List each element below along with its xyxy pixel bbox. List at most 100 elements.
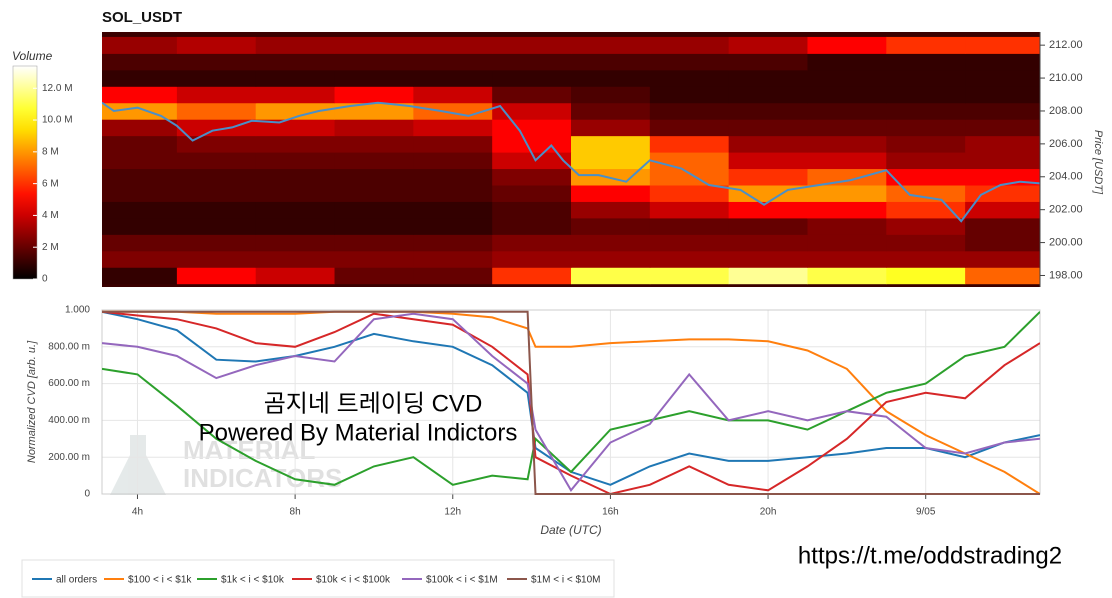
- heatmap-cell: [728, 119, 808, 137]
- heatmap-cell: [102, 119, 178, 137]
- colorbar-tick-label: 2 M: [42, 242, 59, 253]
- heatmap-cell: [413, 185, 493, 202]
- heatmap-cell: [649, 53, 730, 71]
- colorbar-tick-label: 10.0 M: [42, 115, 73, 126]
- heatmap-cell: [965, 135, 1040, 153]
- heatmap-cell: [571, 152, 651, 170]
- heatmap-cell: [413, 152, 493, 170]
- heatmap-cell: [965, 36, 1040, 54]
- price-line: [102, 101, 1040, 223]
- heatmap-cell: [807, 185, 887, 202]
- heatmap-cell: [571, 250, 651, 268]
- heatmap-cell: [334, 102, 414, 120]
- watermark-icon: [110, 435, 166, 495]
- heatmap-cell: [176, 53, 257, 71]
- heatmap-cell: [413, 250, 493, 268]
- y-tick-label: 400.00 m: [48, 415, 90, 426]
- heatmap-cell: [176, 36, 257, 54]
- heatmap-cell: [255, 69, 336, 87]
- y-tick-label: 1.000: [65, 305, 90, 316]
- heatmap-cell: [649, 217, 730, 235]
- x-tick-label: 16h: [602, 507, 619, 518]
- heatmap-cell: [255, 152, 336, 170]
- heatmap-cell: [334, 152, 414, 170]
- heatmap-cell: [492, 102, 572, 120]
- heatmap-cell: [492, 135, 572, 153]
- heatmap-cell: [965, 234, 1040, 252]
- heatmap-cell: [255, 250, 336, 268]
- heatmap-cell: [255, 168, 336, 186]
- heatmap-cell: [886, 135, 966, 153]
- heatmap-cell: [965, 102, 1040, 120]
- legend-label: $10k < i < $100k: [316, 575, 391, 586]
- heatmap-cell: [886, 250, 966, 268]
- heatmap-cell: [649, 86, 730, 104]
- heatmap-cell: [571, 86, 651, 104]
- heatmap-cell: [807, 234, 887, 252]
- heatmap-cell: [255, 234, 336, 252]
- colorbar: [12, 65, 38, 280]
- heatmap-cell: [102, 135, 178, 153]
- heatmap-cell: [886, 267, 966, 285]
- heatmap-cell: [255, 119, 336, 137]
- heatmap-cell: [649, 250, 730, 268]
- heatmap-cell: [334, 53, 414, 71]
- heatmap-cell: [807, 86, 887, 104]
- heatmap-cell: [965, 53, 1040, 71]
- heatmap-cell: [965, 185, 1040, 202]
- heatmap-cell: [807, 102, 887, 120]
- heatmap-cell: [571, 102, 651, 120]
- heatmap-cell: [649, 234, 730, 252]
- heatmap-cell: [102, 102, 178, 120]
- heatmap-cell: [492, 69, 572, 87]
- heatmap-cell: [728, 135, 808, 153]
- heatmap-cell: [886, 185, 966, 202]
- heatmap-cell: [807, 53, 887, 71]
- watermark-text: INDICATORS: [183, 463, 342, 493]
- heatmap-cell: [334, 267, 414, 285]
- heatmap-cell: [413, 36, 493, 54]
- x-tick-label: 4h: [132, 507, 143, 518]
- heatmap-cell: [176, 267, 257, 285]
- heatmap-cell: [886, 217, 966, 235]
- heatmap-cell: [649, 119, 730, 137]
- heatmap-cell: [728, 217, 808, 235]
- heatmap-cell: [492, 201, 572, 219]
- heatmap-cell: [728, 152, 808, 170]
- cvd-line: [102, 312, 1040, 493]
- heatmap-cell: [413, 168, 493, 186]
- heatmap-cell: [886, 53, 966, 71]
- heatmap-cell: [334, 86, 414, 104]
- heatmap-cell: [413, 201, 493, 219]
- heatmap-cell: [886, 201, 966, 219]
- x-tick-label: 12h: [444, 507, 461, 518]
- heatmap-cell: [334, 250, 414, 268]
- y-tick-label: 202.00: [1049, 204, 1083, 216]
- heatmap-cell: [176, 217, 257, 235]
- y-axis-label: Price [USDT]: [1092, 130, 1104, 195]
- heatmap-cell: [413, 267, 493, 285]
- heatmap-cell: [413, 86, 493, 104]
- heatmap-cell: [492, 86, 572, 104]
- heatmap-cell: [571, 53, 651, 71]
- heatmap-cell: [334, 119, 414, 137]
- heatmap-cell: [886, 168, 966, 186]
- heatmap-cell: [102, 201, 178, 219]
- heatmap-cell: [255, 217, 336, 235]
- heatmap-cell: [413, 217, 493, 235]
- heatmap-cell: [965, 217, 1040, 235]
- heatmap-cell: [413, 69, 493, 87]
- heatmap-cell: [255, 36, 336, 54]
- heatmap-cell: [176, 152, 257, 170]
- heatmap-cell: [571, 119, 651, 137]
- heatmap-cell: [807, 168, 887, 186]
- y-tick-label: 198.00: [1049, 269, 1083, 281]
- heatmap-cell: [807, 267, 887, 285]
- heatmap-cell: [492, 217, 572, 235]
- heatmap-cell: [334, 185, 414, 202]
- heatmap-cell: [176, 250, 257, 268]
- colorbar-label: Volume: [12, 49, 53, 63]
- annotation-link: https://t.me/oddstrading2: [798, 542, 1062, 569]
